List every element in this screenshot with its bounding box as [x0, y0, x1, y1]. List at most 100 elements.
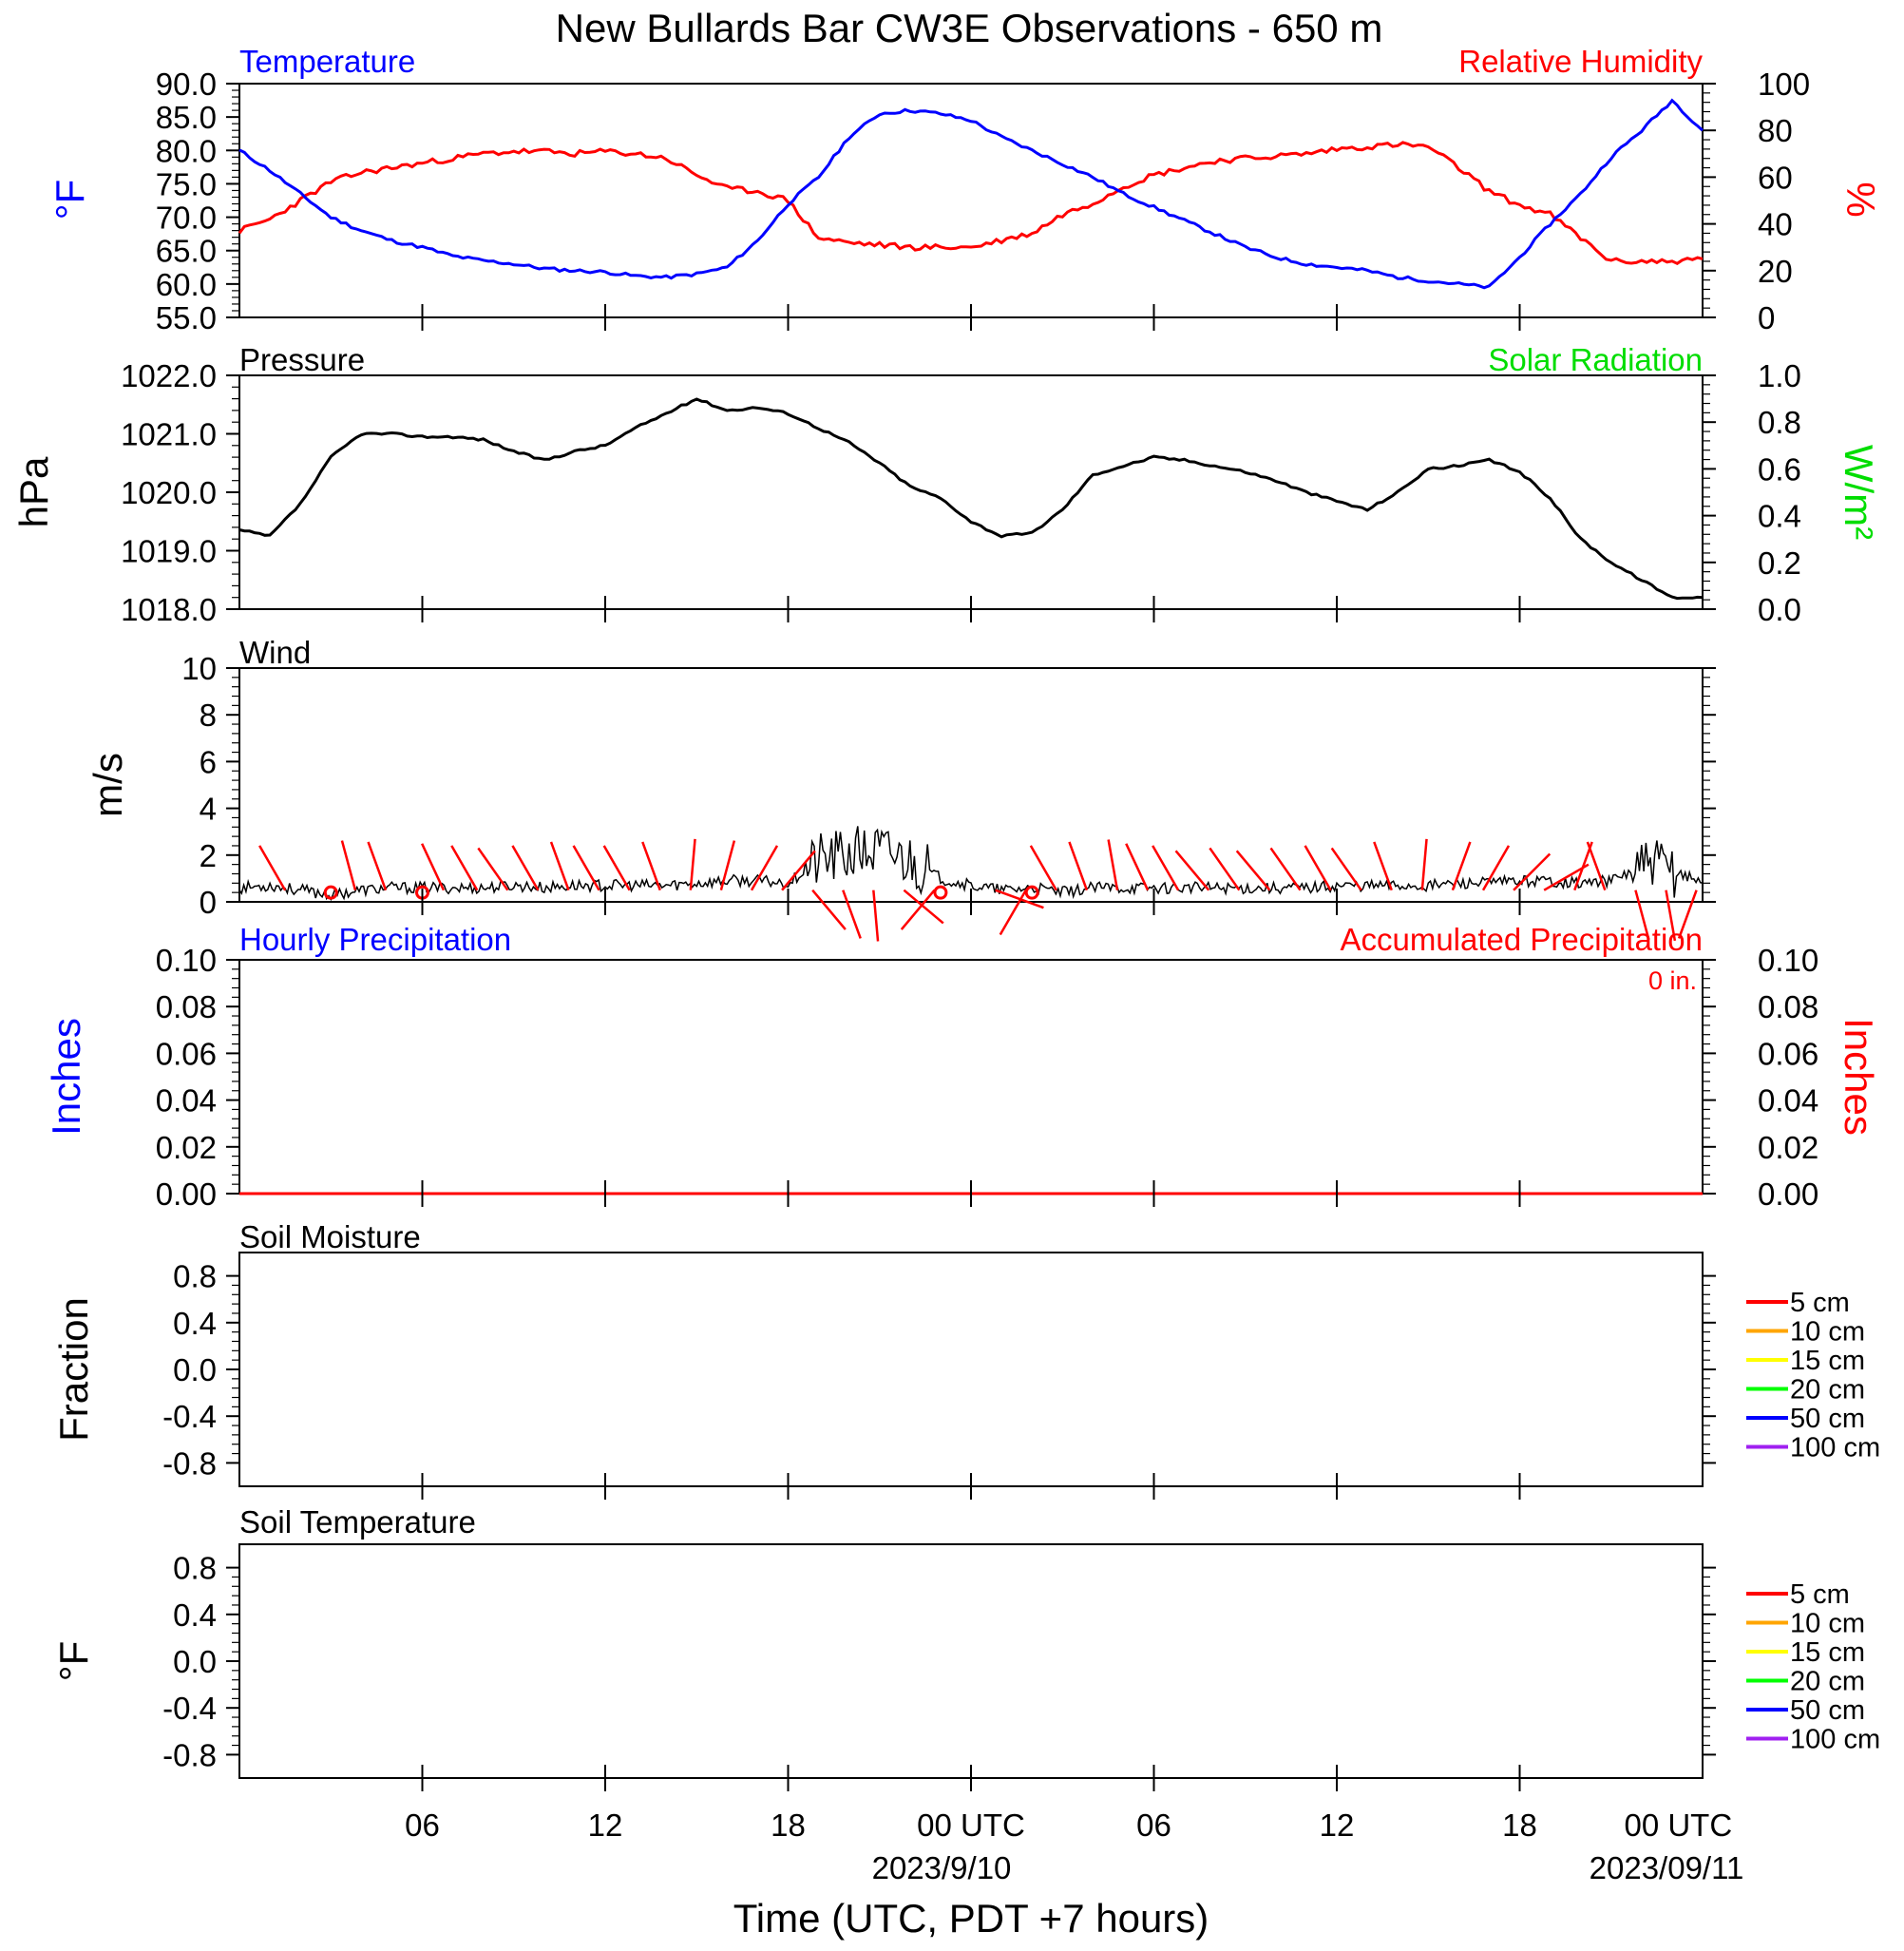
hourly-precip-title: Hourly Precipitation: [239, 922, 511, 957]
wind-barb: [1174, 850, 1210, 891]
y-tick-label: 1021.0: [121, 417, 217, 452]
wind-barb: [477, 847, 509, 891]
y-tick-label: 1020.0: [121, 475, 217, 510]
wind-barb: [1068, 841, 1089, 891]
x-tick-label: 18: [1502, 1808, 1537, 1843]
y-tick-label: 0.0: [173, 1352, 217, 1387]
y-tick-label: -0.8: [162, 1737, 217, 1772]
legend-label: 50 cm: [1790, 1695, 1865, 1726]
y-tick-label: 1022.0: [121, 358, 217, 393]
y-tick-label: 1018.0: [121, 592, 217, 627]
wind-barb: [421, 843, 446, 891]
wind-barb: [1665, 889, 1677, 942]
wind-barb: [572, 845, 600, 891]
y-tick-label: 80.0: [156, 133, 217, 168]
temperature-humidity-frame: [238, 83, 1704, 318]
y-tick-label: 6: [200, 744, 217, 779]
wind-barb: [1481, 845, 1511, 891]
wind-barb: [340, 840, 357, 891]
legend-label: 20 cm: [1790, 1375, 1865, 1406]
humidity-yticks: 100 80 60 40 20 0: [1703, 67, 1810, 335]
y-tick-label: 85.0: [156, 100, 217, 135]
y-tick-label: 8: [200, 698, 217, 733]
wind-barb: [689, 838, 696, 890]
hourly-precip-yticks: 0.10 0.08 0.06 0.04 0.02 0.00: [156, 943, 239, 1212]
y-tick-label: 0.02: [1758, 1130, 1818, 1165]
x-axis-title: Time (UTC, PDT +7 hours): [733, 1896, 1209, 1941]
wind-barb: [1125, 843, 1150, 891]
soil-temperature-title: Soil Temperature: [239, 1504, 476, 1540]
temperature-line: [238, 98, 1704, 290]
wind-barb: [1513, 852, 1552, 891]
y-tick-label: -0.8: [162, 1445, 217, 1481]
wind-barb: [842, 889, 862, 939]
wind-barb: [1209, 847, 1241, 891]
wind-barb: [999, 889, 1027, 936]
y-tick-label: 60: [1758, 160, 1793, 195]
wind-barb: [1451, 841, 1472, 891]
solar-axis-label: W/m²: [1837, 445, 1881, 540]
y-tick-label: 1.0: [1758, 358, 1801, 393]
legend-label: 20 cm: [1790, 1667, 1865, 1697]
y-tick-label: 100: [1758, 67, 1810, 102]
y-tick-label: 0.04: [156, 1083, 217, 1119]
y-tick-label: 0.06: [156, 1036, 217, 1071]
legend-label: 15 cm: [1790, 1637, 1865, 1668]
time-tick-labels: 06 12 18 00 UTC 06 12 18 00 UTC: [405, 1808, 1732, 1843]
soil-temperature-frame: [238, 1543, 1704, 1779]
y-tick-label: 1019.0: [121, 534, 217, 569]
humidity-title: Relative Humidity: [1458, 44, 1703, 79]
y-tick-label: 0.06: [1758, 1036, 1818, 1071]
y-tick-label: 20: [1758, 254, 1793, 289]
wind-barb: [1152, 845, 1180, 891]
pressure-yticks: 1022.0 1021.0 1020.0 1019.0 1018.0: [121, 358, 239, 627]
pressure-solar-frame: [238, 374, 1704, 610]
y-tick-label: 0.04: [1758, 1083, 1818, 1119]
y-tick-label: 0.08: [156, 989, 217, 1024]
x-tick-label: 06: [1136, 1808, 1171, 1843]
wind-barb: [1634, 889, 1650, 941]
panel-soil-moisture: Soil Moisture Fraction 0.8 0.4 0.0 -0.4 -0.8…: [51, 1219, 1880, 1487]
wind-barb: [903, 889, 944, 925]
calm-wind-marker: [323, 885, 338, 900]
solar-yticks: 1.0 0.8 0.6 0.4 0.2 0.0: [1703, 358, 1801, 627]
y-tick-label: 0.00: [156, 1176, 217, 1212]
calm-wind-marker: [1024, 885, 1039, 900]
y-tick-label: 0.4: [173, 1306, 217, 1341]
wind-barb: [900, 889, 936, 930]
y-tick-label: 75.0: [156, 166, 217, 201]
precipitation-frame: [238, 959, 1704, 1195]
wind-barb: [1304, 845, 1332, 891]
y-tick-label: 55.0: [156, 300, 217, 335]
y-tick-label: 4: [200, 792, 217, 827]
wind-barb: [549, 841, 570, 891]
temperature-yticks: 90.085.080.075.070.065.060.055.0: [156, 67, 239, 335]
y-tick-label: 0.0: [173, 1644, 217, 1679]
wind-speed-line: [238, 826, 1704, 902]
hourly-precip-axis-label: Inches: [44, 1018, 88, 1136]
pressure-axis-label: hPa: [11, 456, 56, 527]
soil-moisture-frame: [238, 1252, 1704, 1487]
wind-barb: [450, 845, 479, 891]
y-tick-label: 65.0: [156, 234, 217, 269]
temperature-title: Temperature: [239, 44, 415, 79]
legend-label: 15 cm: [1790, 1346, 1865, 1376]
legend-label: 50 cm: [1790, 1404, 1865, 1434]
wind-barb: [1420, 838, 1428, 890]
wind-barb: [1677, 889, 1698, 939]
legend-label: 5 cm: [1790, 1288, 1850, 1318]
y-tick-label: 0.4: [1758, 499, 1801, 534]
y-tick-label: 0.08: [1758, 989, 1818, 1024]
accum-precip-title: Accumulated Precipitation: [1340, 922, 1703, 957]
wind-barb: [641, 841, 661, 891]
accum-precip-total: 0 in.: [1648, 966, 1697, 995]
legend-label: 10 cm: [1790, 1609, 1865, 1639]
pressure-line: [238, 397, 1704, 601]
soil-moisture-title: Soil Moisture: [239, 1219, 421, 1254]
humidity-line: [238, 141, 1704, 266]
legend-label: 100 cm: [1790, 1725, 1880, 1755]
wind-barb: [1029, 845, 1057, 891]
wind-barb: [258, 845, 287, 891]
wind-barb: [1269, 847, 1302, 891]
